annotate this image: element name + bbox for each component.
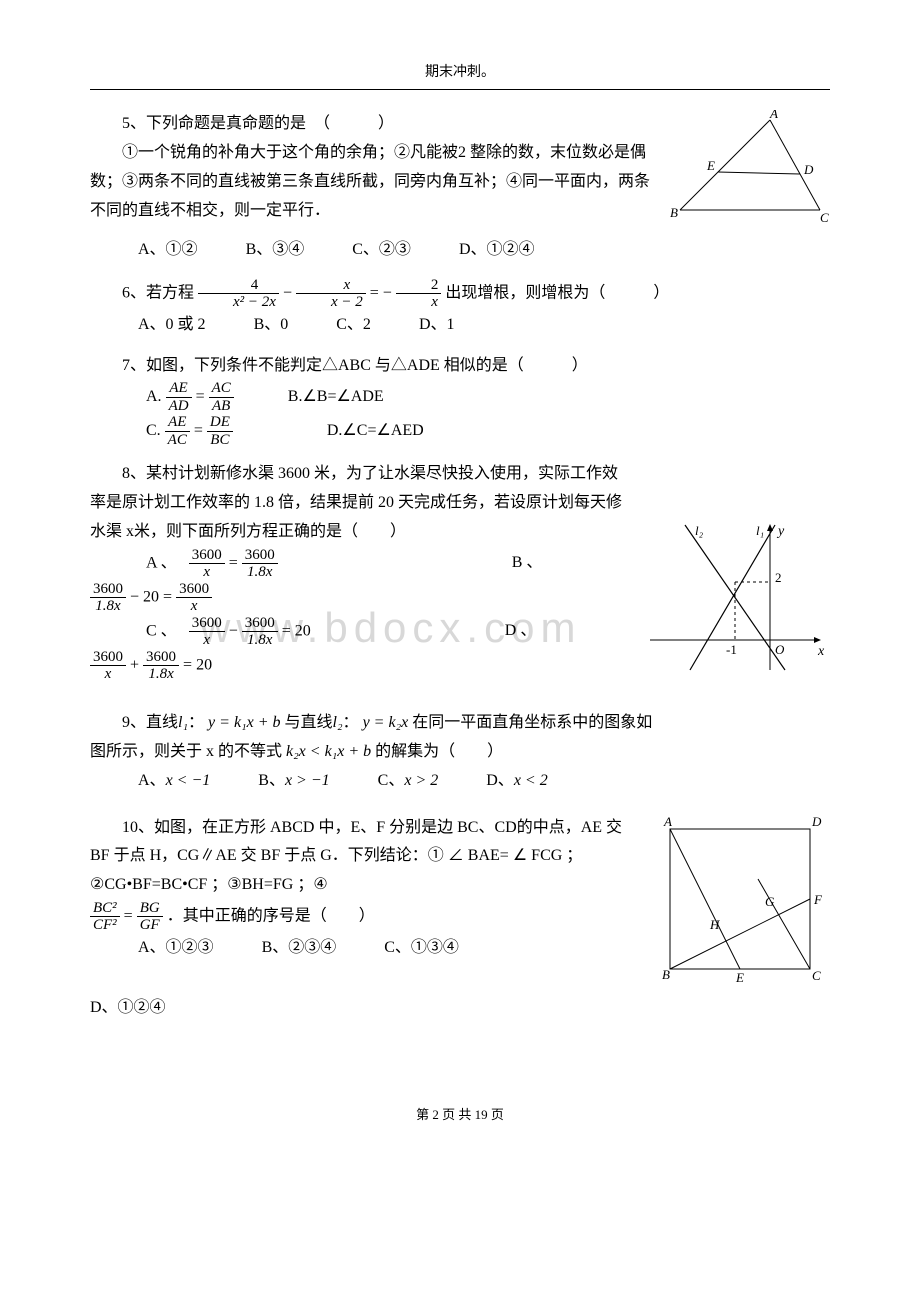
q9-opt-c: C、x > 2 [378, 767, 439, 796]
svg-text:A: A [663, 814, 672, 829]
q6-opt-b: B、0 [254, 311, 289, 340]
svg-text:E: E [706, 158, 715, 173]
q10-opt-d: D、①②④ [90, 994, 830, 1023]
q7-opt-d: D.∠C=∠AED [327, 422, 424, 439]
page-header: 期末冲刺。 [90, 60, 830, 90]
q7-row2: C. AEAC = DEBC D.∠C=∠AED [90, 414, 830, 448]
q7-opt-b: B.∠B=∠ADE [288, 388, 384, 405]
q5-opt-d: D、①②④ [459, 236, 535, 265]
content: A B C D E 5、下列命题是真命题的是 （ ） ①一个锐角的补角大于这个角… [90, 110, 830, 1023]
q6-suffix: 出现增根，则增根为（ ） [445, 284, 669, 301]
svg-text:x: x [817, 644, 825, 659]
question-5: A B C D E 5、下列命题是真命题的是 （ ） ①一个锐角的补角大于这个角… [90, 110, 830, 265]
svg-text:F: F [813, 892, 823, 907]
q5-opt-c: C、②③ [352, 236, 411, 265]
q9-line2: 图所示，则关于 x 的不等式 k₂x < k₁x + b 的解集为（ ） [90, 738, 830, 767]
q9-options: A、x < −1 B、x > −1 C、x > 2 D、x < 2 [90, 767, 830, 796]
svg-text:2: 2 [775, 570, 782, 585]
page-footer: 第 2 页 共 19 页 [90, 1103, 830, 1126]
svg-text:H: H [709, 917, 720, 932]
q8-label-c: C 、 [146, 622, 169, 639]
q7-opt-c: C. AEAC = DEBC [146, 422, 237, 439]
svg-text:B: B [670, 205, 678, 220]
q9-line1: 9、直线l₁： y = k₁x + b 与直线l₂： y = k₂x 在同一平面… [90, 709, 830, 738]
svg-text:C: C [812, 968, 821, 983]
q6-opt-a: A、0 或 2 [138, 311, 206, 340]
svg-text:E: E [735, 970, 744, 984]
q10-options: A、①②③ B、②③④ C、①③④ [90, 934, 640, 963]
q10-opt-a: A、①②③ [138, 934, 214, 963]
q6-text: 6、若方程 4x² − 2x − xx − 2 = − 2x 出现增根，则增根为… [90, 277, 830, 311]
svg-text:B: B [662, 967, 670, 982]
q7-opt-a: A. AEAD = ACAB [146, 388, 238, 405]
svg-text:l₂: l₂ [695, 523, 704, 538]
q6-frac3: 2x [396, 277, 442, 311]
q6-options: A、0 或 2 B、0 C、2 D、1 [90, 311, 830, 340]
q9-opt-a: A、x < −1 [138, 767, 210, 796]
q5-opt-a: A、①② [138, 236, 198, 265]
q9-opt-b: B、x > −1 [258, 767, 329, 796]
svg-text:l₁: l₁ [756, 523, 764, 538]
svg-text:y: y [776, 524, 785, 539]
q8-label-d: D 、 [505, 622, 537, 639]
svg-text:C: C [820, 210, 829, 225]
q5-opt-b: B、③④ [246, 236, 305, 265]
question-6: 6、若方程 4x² − 2x − xx − 2 = − 2x 出现增根，则增根为… [90, 277, 830, 340]
question-9: 9、直线l₁： y = k₁x + b 与直线l₂： y = k₂x 在同一平面… [90, 709, 830, 795]
q6-frac1: 4x² − 2x [198, 277, 279, 311]
q6-opt-d: D、1 [419, 311, 455, 340]
q9-figure: -1 O 2 x y l₂ l₁ [640, 520, 830, 691]
question-10: A D B C E F G H 10、如图，在正方形 ABCD 中，E、F 分别… [90, 814, 830, 1024]
q8-label-a: A 、 [146, 554, 169, 571]
q9-opt-d: D、x < 2 [486, 767, 547, 796]
q6-opt-c: C、2 [336, 311, 371, 340]
svg-text:D: D [811, 814, 822, 829]
svg-text:A: A [769, 110, 778, 121]
q5-options: A、①② B、③④ C、②③ D、①②④ [90, 236, 830, 265]
svg-text:O: O [775, 642, 785, 657]
svg-text:D: D [803, 162, 814, 177]
q7-row1: A. AEAD = ACAB B.∠B=∠ADE [90, 380, 830, 414]
q8-label-b: B 、 [512, 554, 543, 571]
q6-prefix: 6、若方程 [122, 284, 194, 301]
q10-figure: A D B C E F G H [650, 814, 830, 995]
q5-figure: A B C D E [670, 110, 830, 236]
question-7: 7、如图，下列条件不能判定△ABC 与△ADE 相似的是（ ） A. AEAD … [90, 352, 830, 449]
q6-frac2: xx − 2 [296, 277, 366, 311]
q10-opt-c: C、①③④ [384, 934, 459, 963]
q7-prefix: 7、如图，下列条件不能判定△ABC 与△ADE 相似的是（ ） [90, 352, 830, 381]
svg-text:-1: -1 [726, 642, 737, 657]
svg-text:G: G [765, 894, 775, 909]
q10-opt-b: B、②③④ [262, 934, 337, 963]
question-8: -1 O 2 x y l₂ l₁ 8、某村计划新修水渠 3600 米，为了让水渠… [90, 460, 830, 691]
